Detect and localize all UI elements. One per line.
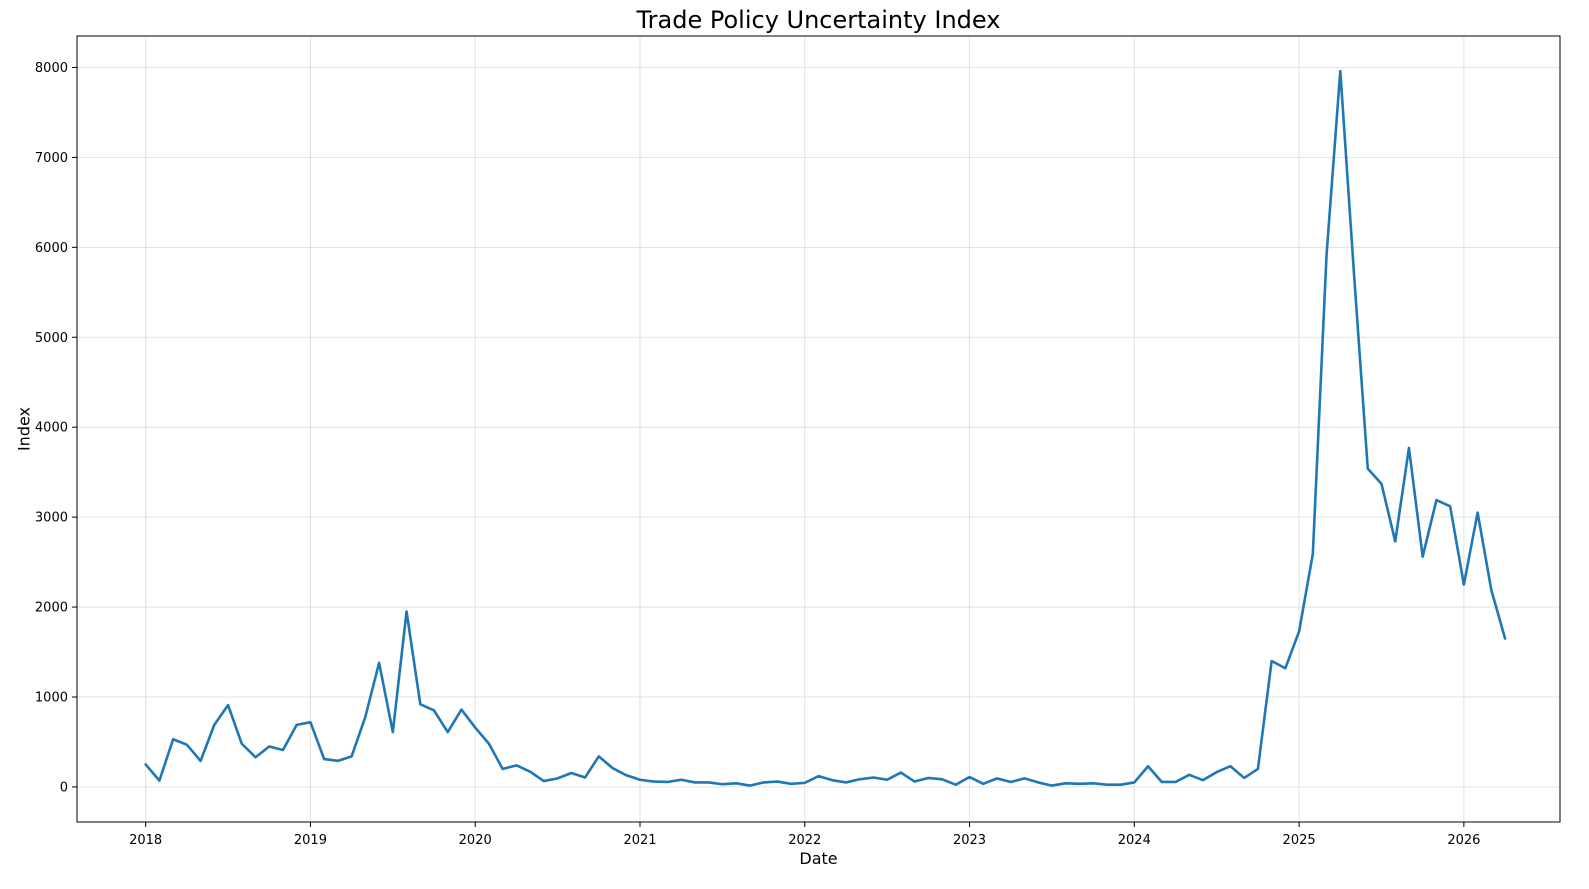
x-tick-label: 2024 bbox=[1118, 833, 1151, 848]
x-tick-label: 2021 bbox=[623, 833, 656, 848]
y-tick-label: 7000 bbox=[35, 151, 68, 166]
y-axis: 0 1000 2000 3000 4000 5000 6000 7000 8000 bbox=[35, 61, 77, 795]
x-tick-label: 2018 bbox=[129, 833, 162, 848]
y-tick-label: 2000 bbox=[35, 601, 68, 616]
y-tick-label: 6000 bbox=[35, 241, 68, 256]
grid bbox=[77, 36, 1560, 822]
x-tick-label: 2026 bbox=[1447, 833, 1480, 848]
x-axis-title: Date bbox=[799, 849, 837, 868]
chart-title: Trade Policy Uncertainty Index bbox=[636, 6, 1001, 34]
x-tick-label: 2025 bbox=[1283, 833, 1316, 848]
x-tick-label: 2019 bbox=[294, 833, 327, 848]
series-layer bbox=[144, 69, 1507, 787]
x-tick-label: 2023 bbox=[953, 833, 986, 848]
y-tick-label: 3000 bbox=[35, 511, 68, 526]
y-tick-label: 5000 bbox=[35, 331, 68, 346]
y-tick-label: 4000 bbox=[35, 421, 68, 436]
x-axis: 2018 2019 2020 2021 2022 2023 2024 2025 2026 bbox=[129, 822, 1480, 848]
x-tick-label: 2020 bbox=[459, 833, 492, 848]
y-tick-label: 1000 bbox=[35, 690, 68, 705]
plot-frame bbox=[76, 35, 1561, 823]
y-tick-label: 8000 bbox=[35, 61, 68, 76]
x-tick-label: 2022 bbox=[788, 833, 821, 848]
y-tick-label: 0 bbox=[60, 780, 68, 795]
y-axis-title: Index bbox=[15, 407, 34, 451]
series-line-index bbox=[144, 69, 1507, 787]
